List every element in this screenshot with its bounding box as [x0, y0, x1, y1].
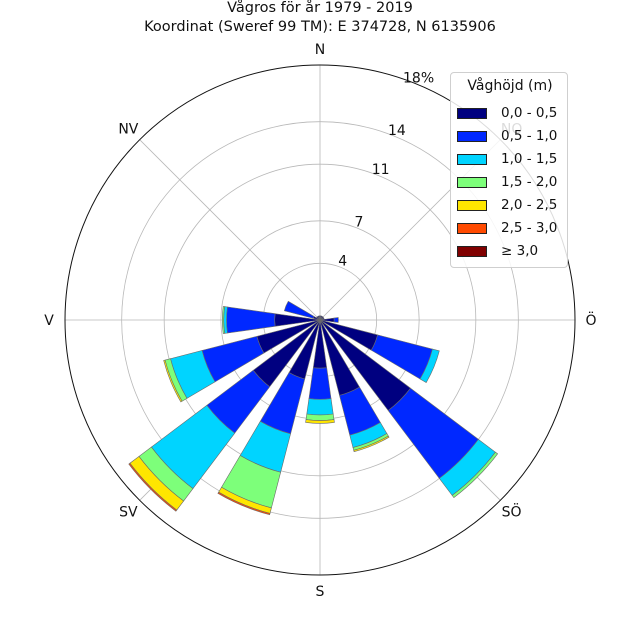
- rose-segment: [308, 367, 332, 400]
- legend-item: 1,5 - 2,0: [457, 173, 557, 191]
- legend-label: ≥ 3,0: [501, 243, 539, 259]
- radial-tick-label: 7: [354, 214, 363, 230]
- chart-subtitle: Koordinat (Sweref 99 TM): E 374728, N 61…: [144, 19, 496, 35]
- legend-item: 2,5 - 3,0: [457, 219, 557, 237]
- legend-label: 1,5 - 2,0: [501, 174, 558, 190]
- rose-segment: [283, 300, 315, 319]
- rose-segment: [305, 413, 335, 421]
- legend-item: 2,0 - 2,5: [457, 196, 557, 214]
- legend-label: 0,5 - 1,0: [501, 128, 558, 144]
- legend-label: 0,0 - 0,5: [501, 105, 558, 121]
- legend-swatch: [457, 130, 487, 142]
- grid-spoke: [139, 139, 321, 321]
- rose-segment: [312, 319, 328, 369]
- rose-segment: [319, 315, 321, 321]
- legend-swatch: [457, 199, 487, 211]
- legend-swatch: [457, 153, 487, 165]
- legend-item: 1,0 - 1,5: [457, 150, 557, 168]
- rose-segment: [221, 306, 225, 334]
- direction-label: S: [316, 584, 325, 600]
- radial-tick-label: 14: [388, 123, 406, 139]
- legend-swatch: [457, 176, 487, 188]
- rose-segment: [217, 491, 271, 516]
- rose-segment: [353, 435, 390, 453]
- rose-segment: [306, 398, 334, 416]
- direction-label: Ö: [585, 311, 596, 329]
- rose-segment: [333, 317, 339, 323]
- rose-segment: [163, 359, 183, 403]
- legend-label: 2,0 - 2,5: [501, 197, 558, 213]
- direction-label: SÖ: [502, 503, 522, 521]
- legend-label: 2,5 - 3,0: [501, 220, 558, 236]
- radial-tick-label: 4: [338, 254, 347, 270]
- rose-segment: [419, 348, 440, 383]
- legend-item: 0,0 - 0,5: [457, 104, 557, 122]
- polar-frame: [64, 64, 576, 576]
- legend-swatch: [457, 222, 487, 234]
- legend-swatch: [457, 107, 487, 119]
- rose-segment: [274, 313, 321, 327]
- rose-segment: [128, 462, 178, 512]
- rose-segment: [305, 419, 335, 424]
- radial-tick-label: 11: [372, 162, 390, 178]
- rose-segment: [319, 317, 325, 321]
- rose-segment: [317, 315, 321, 321]
- legend-label: 1,0 - 1,5: [501, 151, 558, 167]
- direction-label: N: [315, 42, 325, 58]
- direction-label: V: [44, 313, 54, 329]
- radial-tick-label: 18%: [403, 70, 434, 86]
- direction-label: SV: [119, 505, 138, 521]
- legend-item: ≥ 3,0: [457, 242, 538, 260]
- legend-title: Våghöjd (m): [467, 78, 553, 94]
- chart-title: Vågros för år 1979 - 2019: [227, 0, 413, 16]
- direction-label: NV: [118, 121, 138, 137]
- legend-item: 0,5 - 1,0: [457, 127, 557, 145]
- rose-segment: [226, 306, 276, 334]
- rose-segment: [451, 451, 499, 499]
- legend: Våghöjd (m) 0,0 - 0,5 0,5 - 1,0 1,0 - 1,…: [450, 72, 568, 268]
- legend-swatch: [457, 245, 487, 257]
